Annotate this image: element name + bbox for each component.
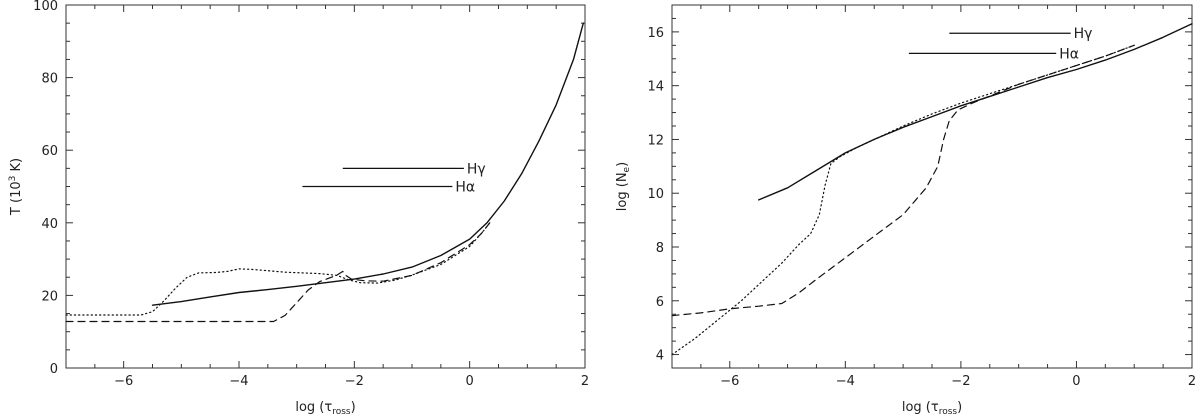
- y-tick-label: 20: [41, 289, 58, 304]
- y-tick-label: 8: [656, 241, 664, 256]
- series-line-solid: [758, 23, 1193, 201]
- y-tick-label: 14: [647, 80, 664, 95]
- y-tick-label: 0: [50, 362, 58, 377]
- y-tick-label: 6: [656, 295, 664, 310]
- y-tick-label: 80: [41, 72, 58, 87]
- plot-frame: [671, 4, 1193, 369]
- series-line-dashed: [671, 44, 1135, 317]
- x-tick-label: 0: [466, 374, 474, 389]
- y-tick-label: 4: [656, 349, 664, 364]
- series-line-dashed: [65, 222, 491, 323]
- x-tick-label: 2: [581, 374, 589, 389]
- series-line-dotted: [65, 222, 491, 316]
- x-tick-label: −4: [229, 374, 248, 389]
- x-tick-label: −2: [345, 374, 364, 389]
- series-line-dotted: [671, 44, 1135, 356]
- x-axis-label: log (τross): [295, 400, 355, 417]
- x-tick-label: −2: [951, 374, 970, 389]
- electron-density-panel: −6 −4 −2 0 2 4 6 8 10 12 14 16 log (τross) log (Ne) Hγ…: [615, 4, 1196, 417]
- line-formation-label: Hγ: [467, 161, 486, 177]
- y-axis-label: log (Ne): [615, 162, 632, 211]
- x-axis-label: log (τross): [902, 400, 962, 417]
- x-tick-label: 2: [1188, 374, 1196, 389]
- y-tick-label: 10: [647, 187, 664, 202]
- y-axis-label: T (103 K): [8, 158, 24, 216]
- x-tick-label: 0: [1072, 374, 1080, 389]
- y-tick-label: 60: [41, 144, 58, 159]
- x-tick-label: −6: [720, 374, 739, 389]
- y-tick-label: 40: [41, 217, 58, 232]
- y-tick-label: 12: [647, 133, 664, 148]
- x-tick-label: −4: [836, 374, 855, 389]
- x-tick-label: −6: [114, 374, 133, 389]
- y-tick-label: 100: [33, 0, 58, 14]
- y-tick-label: 16: [647, 26, 664, 41]
- series-line-solid: [151, 22, 584, 306]
- line-formation-label: Hα: [1059, 46, 1079, 62]
- line-formation-label: Hγ: [1074, 26, 1093, 42]
- line-formation-label: Hα: [455, 180, 475, 196]
